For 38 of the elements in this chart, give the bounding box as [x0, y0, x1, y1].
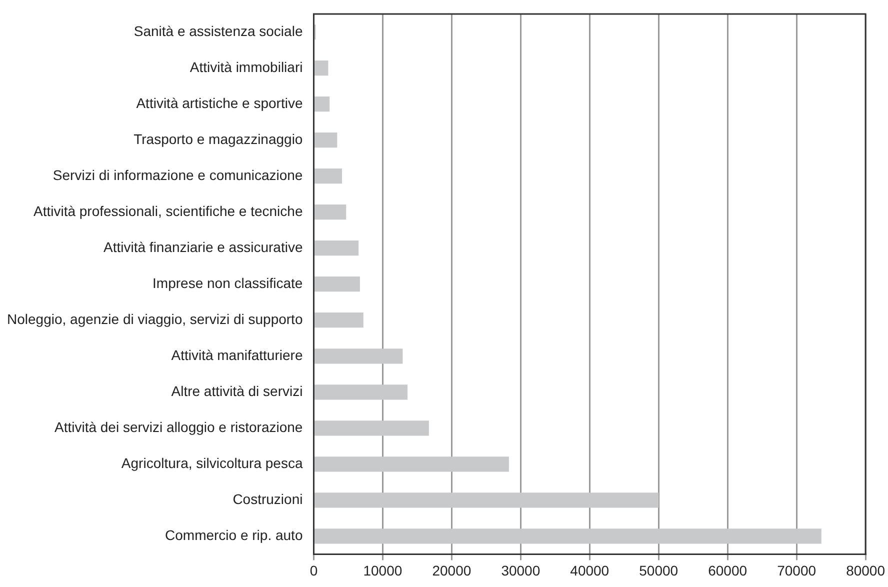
- bar: [314, 384, 408, 400]
- y-tick-label: Attività immobiliari: [190, 58, 303, 75]
- bar: [314, 420, 429, 436]
- x-tick-label: 10000: [363, 562, 402, 578]
- bar: [314, 96, 330, 112]
- x-tick-label: 60000: [708, 562, 748, 578]
- bar: [314, 312, 364, 328]
- y-tick-label: Agricoltura, silvicoltura pesca: [121, 455, 303, 472]
- y-tick-label: Noleggio, agenzie di viaggio, servizi di supporto: [6, 310, 303, 327]
- x-tick-label: 50000: [639, 562, 678, 578]
- y-tick-label: Sanità e assistenza sociale: [134, 22, 303, 39]
- y-tick-label: Attività finanziarie e assicurative: [104, 238, 303, 255]
- y-tick-label: Attività artistiche e sportive: [136, 94, 303, 111]
- bar: [314, 60, 328, 76]
- y-tick-label: Attività professionali, scientifiche e tecniche: [33, 202, 303, 219]
- y-tick-label: Attività dei servizi alloggio e ristorazione: [54, 419, 303, 436]
- bar: [314, 240, 359, 256]
- bar: [314, 492, 659, 508]
- x-tick-label: 80000: [846, 562, 886, 578]
- y-tick-label: Attività manifatturiere: [171, 346, 303, 363]
- y-tick-label: Commercio e rip. auto: [165, 527, 303, 544]
- x-tick-label: 40000: [570, 562, 610, 578]
- bar: [314, 456, 509, 472]
- y-tick-label: Altre attività di servizi: [171, 383, 303, 399]
- bar: [314, 276, 360, 292]
- x-tick-label: 30000: [501, 562, 540, 578]
- bar: [314, 348, 403, 364]
- bar: [314, 132, 338, 148]
- y-tick-label: Servizi di informazione e comunicazione: [52, 166, 303, 183]
- x-tick-label: 0: [310, 562, 318, 578]
- x-tick-label: 70000: [777, 562, 816, 578]
- y-tick-label: Costruzioni: [232, 491, 303, 508]
- y-tick-label: Trasporto e magazzinaggio: [134, 130, 303, 147]
- x-tick-label: 20000: [432, 562, 472, 578]
- bar: [314, 528, 822, 544]
- y-tick-label: Imprese non classificate: [152, 274, 303, 291]
- bar: [314, 204, 346, 220]
- bar: [314, 168, 342, 184]
